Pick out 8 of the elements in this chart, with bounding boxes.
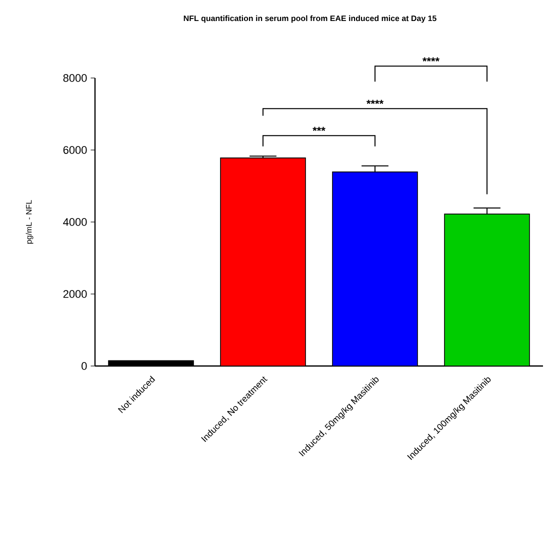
y-tick-label: 4000: [63, 218, 87, 226]
y-tick-label: 2000: [63, 290, 87, 298]
y-tick-label: 8000: [63, 74, 87, 82]
y-tick-label: 0: [82, 362, 87, 370]
annotation: ****: [366, 100, 384, 104]
text: ****: [422, 57, 440, 62]
annotation: ***: [312, 126, 326, 131]
y-tick-label: 6000: [63, 146, 87, 154]
